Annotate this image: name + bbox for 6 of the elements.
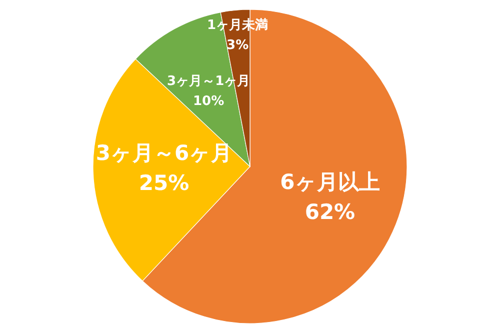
data-label: 62% [304,200,356,224]
slice-label: 3ヶ月～6ヶ月 [96,141,232,166]
data-label: 10% [193,94,224,110]
data-label: 25% [138,171,190,196]
data-label: 3% [226,38,249,54]
slice-label: 6ヶ月以上 [280,170,380,194]
